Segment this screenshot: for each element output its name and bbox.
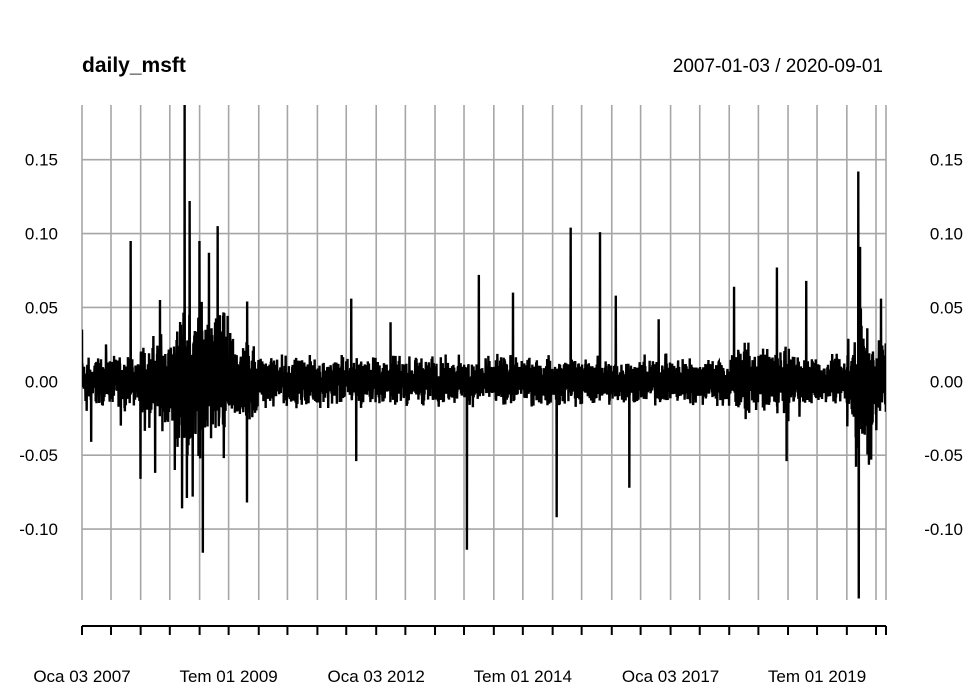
y-tick-label-right: 0.15: [930, 151, 963, 170]
y-tick-label-left: -0.10: [19, 520, 58, 539]
series-line: [82, 105, 886, 599]
x-tick-label: Tem 01 2019: [768, 667, 866, 686]
y-axis-right: 0.15 0.10 0.05 0.00 -0.05 -0.10: [924, 151, 963, 539]
chart-title: daily_msft: [82, 54, 186, 77]
y-tick-label-left: 0.05: [25, 298, 58, 317]
y-tick-label-left: 0.15: [25, 151, 58, 170]
x-tick-label: Oca 03 2017: [622, 667, 719, 686]
x-tick-label: Oca 03 2007: [33, 667, 130, 686]
x-tick-label: Tem 01 2009: [179, 667, 277, 686]
date-range-label: 2007-01-03 / 2020-09-01: [673, 56, 883, 77]
y-tick-label-right: -0.10: [924, 520, 963, 539]
y-tick-label-right: -0.05: [924, 446, 963, 465]
x-tick-label: Tem 01 2014: [474, 667, 572, 686]
series-path: [82, 105, 886, 599]
y-axis-left: 0.15 0.10 0.05 0.00 -0.05 -0.10: [19, 151, 58, 539]
y-tick-label-right: 0.10: [930, 225, 963, 244]
y-tick-label-left: 0.10: [25, 225, 58, 244]
y-tick-label-left: 0.00: [25, 372, 58, 391]
x-tick-label: Oca 03 2012: [328, 667, 425, 686]
x-axis: Oca 03 2007 Tem 01 2009 Oca 03 2012 Tem 01 …: [33, 625, 887, 686]
y-tick-label-right: 0.05: [930, 298, 963, 317]
y-tick-label-left: -0.05: [19, 446, 58, 465]
y-tick-label-right: 0.00: [930, 372, 963, 391]
